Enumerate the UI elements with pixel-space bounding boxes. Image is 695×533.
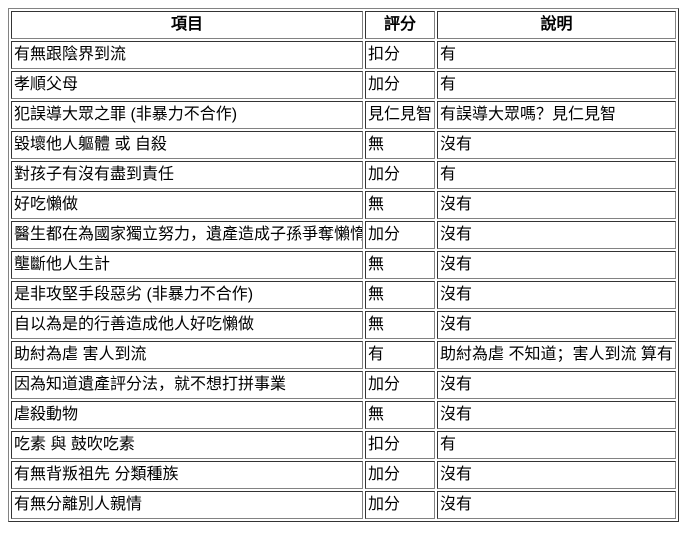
table-header: 項目 評分 說明: [11, 11, 676, 39]
header-note: 說明: [437, 11, 676, 39]
header-score: 評分: [365, 11, 435, 39]
note-cell: 沒有: [437, 311, 676, 339]
score-cell: 見仁見智: [365, 101, 435, 129]
item-cell: 自以為是的行善造成他人好吃懶做: [11, 311, 363, 339]
score-cell: 加分: [365, 71, 435, 99]
header-item: 項目: [11, 11, 363, 39]
table-row: 孝順父母 加分有: [11, 71, 676, 99]
score-cell: 無: [365, 251, 435, 279]
note-cell: 有: [437, 431, 676, 459]
note-cell: 沒有: [437, 221, 676, 249]
item-cell: 有無分離別人親情: [11, 491, 363, 519]
score-cell: 扣分: [365, 431, 435, 459]
score-cell: 加分: [365, 161, 435, 189]
item-cell: 對孩子有沒有盡到責任: [11, 161, 363, 189]
table-row: 對孩子有沒有盡到責任 加分有: [11, 161, 676, 189]
header-row: 項目 評分 說明: [11, 11, 676, 39]
score-cell: 加分: [365, 221, 435, 249]
item-cell: 壟斷他人生計: [11, 251, 363, 279]
item-cell: 孝順父母: [11, 71, 363, 99]
table-row: 有無分離別人親情 加分 沒有: [11, 491, 676, 519]
item-cell: 犯誤導大眾之罪 (非暴力不合作): [11, 101, 363, 129]
score-cell: 無: [365, 191, 435, 219]
item-cell: 好吃懶做: [11, 191, 363, 219]
table-row: 助紂為虐 害人到流有助紂為虐 不知道；害人到流 算有: [11, 341, 676, 369]
score-cell: 無: [365, 401, 435, 429]
item-cell: 毀壞他人軀體 或 自殺: [11, 131, 363, 159]
score-cell: 無: [365, 131, 435, 159]
table-row: 是非攻堅手段惡劣 (非暴力不合作) 無沒有: [11, 281, 676, 309]
table-row: 犯誤導大眾之罪 (非暴力不合作) 見仁見智 有誤導大眾嗎？見仁見智: [11, 101, 676, 129]
table-row: 有無跟陰界到流 扣分有: [11, 41, 676, 69]
note-cell: 沒有: [437, 491, 676, 519]
score-cell: 加分: [365, 491, 435, 519]
item-cell: 吃素 與 鼓吹吃素: [11, 431, 363, 459]
note-cell: 沒有: [437, 371, 676, 399]
table-row: 吃素 與 鼓吹吃素 扣分有: [11, 431, 676, 459]
note-cell: 沒有: [437, 461, 676, 489]
score-cell: 扣分: [365, 41, 435, 69]
table-row: 壟斷他人生計無沒有: [11, 251, 676, 279]
note-cell: 沒有: [437, 281, 676, 309]
note-cell: 有誤導大眾嗎？見仁見智: [437, 101, 676, 129]
table-row: 有無背叛祖先 分類種族 加分 沒有: [11, 461, 676, 489]
table-row: 因為知道遺產評分法，就不想打拼事業 加分 沒有: [11, 371, 676, 399]
item-cell: 有無背叛祖先 分類種族: [11, 461, 363, 489]
score-cell: 加分: [365, 371, 435, 399]
item-cell: 虐殺動物: [11, 401, 363, 429]
note-cell: 沒有: [437, 251, 676, 279]
score-cell: 無: [365, 281, 435, 309]
note-cell: 沒有: [437, 401, 676, 429]
item-cell: 助紂為虐 害人到流: [11, 341, 363, 369]
note-cell: 有: [437, 71, 676, 99]
table-row: 毀壞他人軀體 或 自殺無沒有: [11, 131, 676, 159]
table-body: 有無跟陰界到流 扣分有孝順父母 加分有犯誤導大眾之罪 (非暴力不合作) 見仁見智 有誤導…: [11, 41, 676, 519]
score-cell: 無: [365, 311, 435, 339]
score-cell: 加分: [365, 461, 435, 489]
table-row: 醫生都在為國家獨立努力，遺產造成子孫爭奪懶惰 加分 沒有: [11, 221, 676, 249]
item-cell: 是非攻堅手段惡劣 (非暴力不合作): [11, 281, 363, 309]
item-cell: 有無跟陰界到流: [11, 41, 363, 69]
item-cell: 醫生都在為國家獨立努力，遺產造成子孫爭奪懶惰: [11, 221, 363, 249]
note-cell: 有: [437, 161, 676, 189]
note-cell: 有: [437, 41, 676, 69]
table-row: 好吃懶做無沒有: [11, 191, 676, 219]
table-row: 虐殺動物無沒有: [11, 401, 676, 429]
item-cell: 因為知道遺產評分法，就不想打拼事業: [11, 371, 363, 399]
note-cell: 沒有: [437, 191, 676, 219]
score-table: 項目 評分 說明 有無跟陰界到流 扣分有孝順父母 加分有犯誤導大眾之罪 (非暴力不合…: [8, 8, 679, 522]
note-cell: 助紂為虐 不知道；害人到流 算有: [437, 341, 676, 369]
score-cell: 有: [365, 341, 435, 369]
table-row: 自以為是的行善造成他人好吃懶做無沒有: [11, 311, 676, 339]
note-cell: 沒有: [437, 131, 676, 159]
